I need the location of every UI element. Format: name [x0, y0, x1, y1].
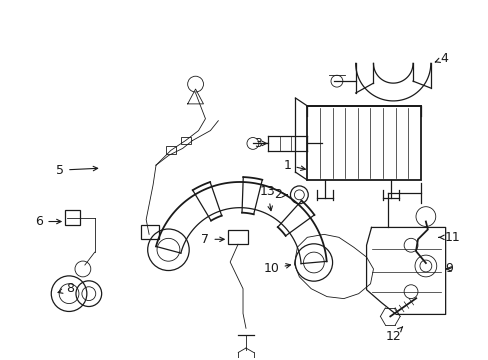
- Text: 2: 2: [273, 188, 286, 201]
- Text: 10: 10: [263, 262, 290, 275]
- Bar: [165, 147, 176, 154]
- Text: 5: 5: [56, 163, 98, 177]
- Bar: [306, 106, 420, 180]
- Text: 9: 9: [445, 262, 452, 275]
- Bar: [181, 136, 190, 144]
- Text: 3: 3: [253, 137, 267, 150]
- Text: 13: 13: [259, 185, 275, 211]
- Text: 11: 11: [438, 231, 460, 244]
- Bar: [141, 225, 159, 239]
- Text: 4: 4: [434, 52, 447, 65]
- Text: 6: 6: [36, 215, 61, 228]
- Text: 12: 12: [385, 327, 402, 343]
- Bar: [65, 210, 80, 225]
- Bar: [228, 230, 247, 244]
- Text: 1: 1: [283, 159, 305, 172]
- Text: 7: 7: [201, 233, 224, 246]
- Text: 8: 8: [58, 282, 74, 295]
